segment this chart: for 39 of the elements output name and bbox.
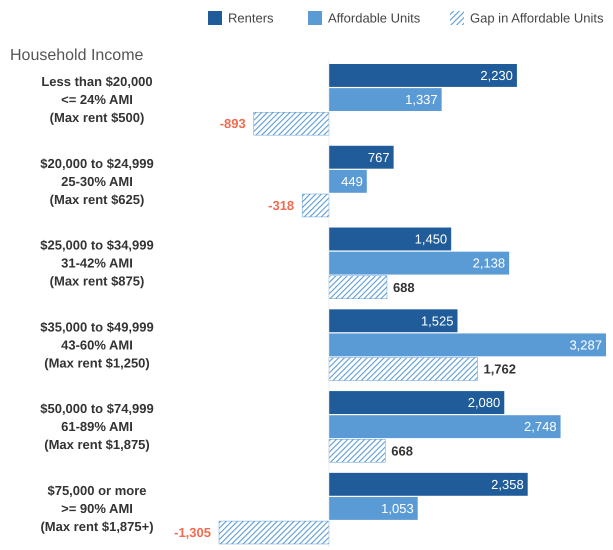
- bar: [328, 64, 517, 87]
- data-label: 688: [392, 280, 415, 295]
- legend-label: Renters: [228, 10, 274, 26]
- bar: [328, 496, 418, 520]
- data-label: 1,053: [381, 500, 414, 516]
- data-label: 1,762: [483, 362, 516, 377]
- data-label: 3,287: [569, 337, 602, 352]
- y-tick-label: $25,000 to $34,999 31-42% AMI (Max rent $875): [40, 238, 154, 289]
- bar: [218, 520, 330, 544]
- data-label: 1,525: [420, 313, 454, 328]
- bar: [253, 112, 330, 136]
- data-label: 668: [391, 443, 413, 458]
- bar: [328, 391, 504, 414]
- legend-label: Gap in Affordable Units: [470, 10, 604, 26]
- data-label: 2,138: [472, 256, 506, 271]
- data-label: 2,080: [468, 395, 500, 410]
- text: Household Income: [10, 47, 144, 64]
- bar: [302, 194, 330, 218]
- data-label: -893: [220, 116, 246, 132]
- data-label: 767: [368, 150, 390, 165]
- data-label: 2,358: [491, 476, 524, 492]
- data-label: 1,450: [414, 232, 448, 247]
- bar: [328, 472, 528, 496]
- y-tick-label: $20,000 to $24,999 25-30% AMI (Max rent $625): [40, 156, 154, 207]
- y-tick-label: $35,000 to $49,999 43-60% AMI (Max rent $1,250): [40, 319, 154, 370]
- y-tick-label: Less than $20,000 <= 24% AMI (Max rent $500): [41, 74, 153, 126]
- data-label: 1,337: [405, 92, 438, 108]
- bar: [328, 309, 458, 332]
- y-tick-label: $50,000 to $74,999 61-89% AMI (Max rent $1,875): [40, 401, 154, 452]
- y-tick-label: $75,000 or more >= 90% AMI (Max rent $1,875+): [40, 482, 154, 534]
- bar: [328, 88, 442, 112]
- legend-label: Affordable Units: [328, 10, 421, 26]
- bar: [328, 146, 394, 169]
- data-label: -1,305: [174, 525, 211, 540]
- bar: [328, 228, 452, 250]
- data-label: 2,230: [480, 68, 513, 84]
- data-label: 2,748: [524, 419, 557, 434]
- data-label: -318: [268, 198, 294, 214]
- data-label: 449: [341, 174, 363, 189]
